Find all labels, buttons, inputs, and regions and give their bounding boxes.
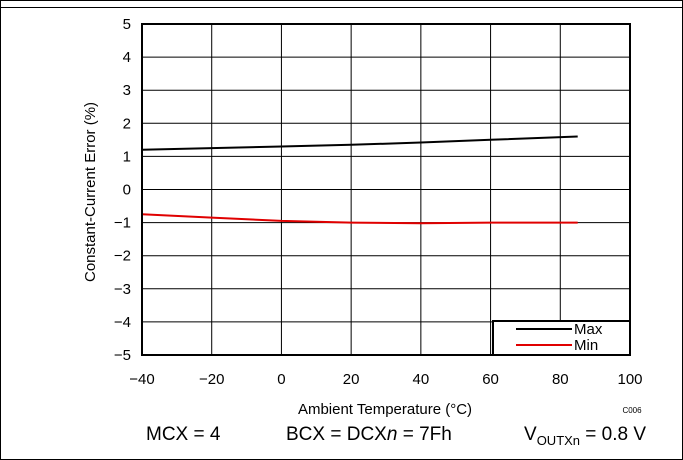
legend-label-max: Max <box>574 321 603 338</box>
legend: Max Min <box>492 320 631 356</box>
condition-mcx: MCX = 4 <box>146 424 221 445</box>
x-tick-label: 0 <box>277 371 285 388</box>
test-conditions: MCX = 4 BCX = DCXn = 7Fh VOUTXn = 0.8 V <box>0 424 683 454</box>
x-tick-label: 100 <box>617 371 642 388</box>
tick-labels: −40 −20 0 20 40 60 80 100 5 4 3 2 1 0 −1 −2 −3 −4 −5 <box>114 16 643 388</box>
y-tick-label: 0 <box>123 182 131 199</box>
condition-bcx-suffix: = 7Fh <box>397 424 452 445</box>
series-line-max <box>141 135 578 151</box>
x-tick-label: 40 <box>413 371 430 388</box>
condition-vout-sub: OUTXn <box>536 432 581 448</box>
series-line-min <box>141 213 578 225</box>
y-tick-label: −1 <box>114 215 131 232</box>
y-tick-label: 2 <box>123 115 131 132</box>
y-tick-label: −5 <box>114 347 131 364</box>
legend-box <box>492 320 631 356</box>
condition-bcx: BCX = DCXn = 7Fh <box>286 424 452 446</box>
y-tick-label: 1 <box>123 148 131 165</box>
y-tick-label: −2 <box>114 248 131 265</box>
x-tick-label: 80 <box>552 371 569 388</box>
condition-vout-main: V <box>524 424 537 445</box>
y-tick-label: 4 <box>123 49 131 66</box>
condition-vout: VOUTXn = 0.8 V <box>524 424 646 448</box>
x-axis-title: Ambient Temperature (°C) <box>298 401 472 418</box>
y-tick-label: 5 <box>123 16 131 33</box>
legend-label-min: Min <box>574 337 598 354</box>
condition-vout-value: = 0.8 V <box>580 424 647 445</box>
y-tick-label: −3 <box>114 281 131 298</box>
y-tick-label: 3 <box>123 82 131 99</box>
series-lines <box>141 135 578 225</box>
grid <box>142 24 630 355</box>
x-tick-label: −40 <box>129 371 154 388</box>
figure-code: C006 <box>622 406 642 415</box>
condition-bcx-italic: n <box>386 424 398 445</box>
x-tick-label: 60 <box>482 371 499 388</box>
x-tick-label: −20 <box>199 371 224 388</box>
condition-bcx-prefix: BCX = DCX <box>286 424 387 445</box>
y-axis-title: Constant-Current Error (%) <box>82 102 99 282</box>
x-tick-label: 20 <box>343 371 360 388</box>
y-tick-label: −4 <box>114 314 131 331</box>
plot-area-border <box>141 23 631 356</box>
